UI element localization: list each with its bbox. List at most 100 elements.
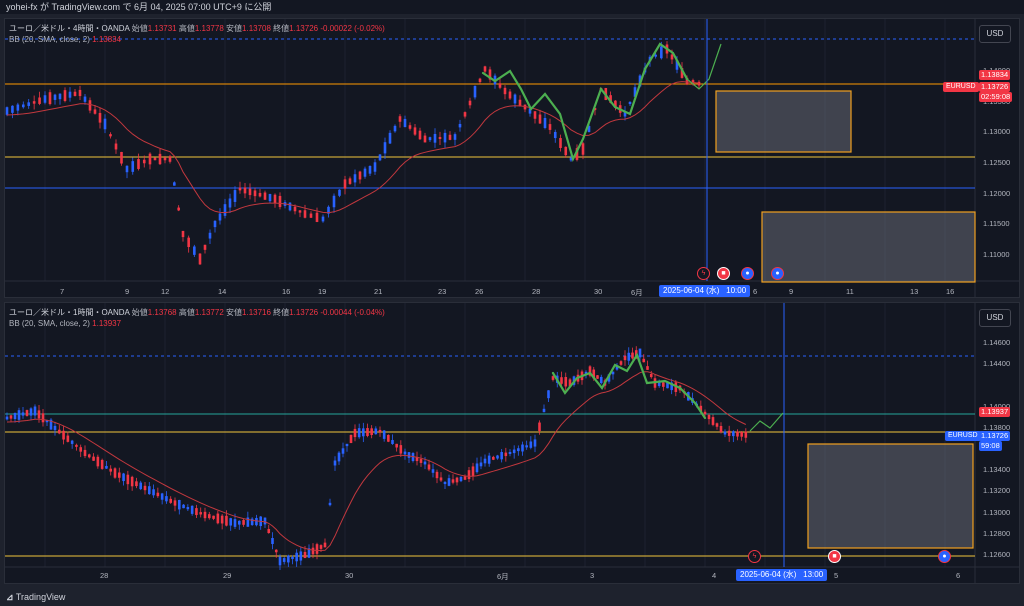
candle	[349, 434, 353, 444]
chart-pane-4h[interactable]: ユーロ／米ドル・4時間・OANDA 始値1.13731 高値1.13778 安値…	[4, 18, 1020, 298]
time-axis-label: 23	[438, 287, 447, 296]
candle	[388, 130, 392, 145]
time-axis-label: 28	[532, 287, 541, 296]
globe-event-icon[interactable]: ●	[938, 550, 951, 563]
time-axis-label: 4	[712, 571, 717, 580]
lightning-event-icon[interactable]: ϟ	[697, 267, 710, 280]
candle	[253, 187, 257, 203]
us-flag-event-icon[interactable]: ■	[717, 267, 730, 280]
globe-flag-event-icon[interactable]: ●	[771, 267, 784, 280]
time-axis-label: 9	[125, 287, 130, 296]
wave-drawing[interactable]	[551, 352, 707, 420]
candle	[341, 442, 345, 458]
candle	[538, 109, 542, 125]
lightning-event-icon[interactable]: ϟ	[748, 550, 761, 563]
candle	[448, 131, 452, 141]
price-axis-label: 1.14600	[983, 338, 1011, 347]
candle	[212, 515, 215, 521]
time-axis-label: 29	[223, 571, 232, 580]
candle	[529, 436, 533, 450]
bb-legend-1h[interactable]: BB (20, SMA, close, 2) 1.13937	[9, 319, 121, 328]
candle	[38, 91, 41, 106]
price-axis-label: 1.12000	[983, 189, 1011, 198]
forecast-drawing[interactable]	[686, 43, 722, 90]
us-flag-event-icon[interactable]: ■	[828, 550, 841, 563]
candle	[142, 155, 146, 168]
candle	[353, 424, 357, 442]
candle	[399, 440, 403, 457]
candle	[333, 456, 337, 471]
currency-button[interactable]: USD	[979, 25, 1011, 43]
candle	[87, 453, 91, 459]
candle	[408, 122, 412, 131]
price-axis-label: 1.13400	[983, 465, 1011, 474]
candle	[153, 157, 157, 161]
candle	[168, 154, 172, 164]
candle	[96, 454, 100, 469]
candle	[439, 472, 443, 482]
time-axis-label: 16	[946, 287, 955, 296]
candle	[195, 504, 198, 518]
candle	[719, 422, 723, 434]
time-axis-label: 12	[161, 287, 170, 296]
last-price-tag: 1.13726	[979, 82, 1011, 92]
countdown-tag: 59:08	[979, 441, 1002, 451]
ohlc-legend-1h: ユーロ／米ドル・1時間・OANDA 始値1.13768 高値1.13772 安値…	[9, 308, 385, 317]
currency-button[interactable]: USD	[979, 309, 1011, 327]
candle	[29, 407, 33, 421]
candle	[41, 408, 45, 427]
globe-event-icon[interactable]: ●	[741, 267, 754, 280]
candle	[564, 372, 568, 393]
candle	[114, 139, 118, 154]
candle	[443, 129, 447, 148]
candle	[431, 463, 435, 478]
candle	[411, 452, 415, 463]
crosshair-time-tag: 2025-06-04 (水) 10:00	[659, 285, 751, 297]
price-chart-1h[interactable]	[5, 303, 1020, 584]
candle	[508, 89, 512, 100]
candle	[443, 480, 447, 490]
candle	[736, 429, 739, 441]
candle	[177, 205, 180, 212]
candle	[374, 426, 378, 435]
candle	[303, 204, 307, 219]
forecast-drawing[interactable]	[749, 412, 784, 432]
candle	[423, 132, 427, 143]
candle	[398, 114, 402, 128]
candle	[451, 474, 455, 485]
candle	[711, 414, 715, 427]
candle	[391, 434, 394, 445]
candle	[551, 375, 555, 382]
candle	[173, 497, 177, 512]
candle	[614, 100, 617, 111]
candle	[218, 208, 222, 225]
candle	[475, 457, 479, 474]
candle	[100, 458, 104, 470]
candle	[715, 422, 719, 430]
candle	[646, 360, 649, 370]
candle	[337, 451, 341, 465]
candle	[53, 93, 57, 105]
candle	[78, 85, 82, 100]
candle	[83, 93, 87, 105]
candle	[181, 230, 185, 242]
candle	[182, 503, 185, 509]
candle	[366, 423, 369, 438]
candle	[70, 439, 74, 449]
bb-legend-4h[interactable]: BB (20, SMA, close, 2) 1.13834	[9, 35, 121, 44]
price-chart-4h[interactable]	[5, 19, 1020, 298]
candle	[73, 89, 77, 97]
time-axis-label: 6月	[497, 572, 509, 581]
chart-pane-1h[interactable]: ユーロ／米ドル・1時間・OANDA 始値1.13768 高値1.13772 安値…	[4, 302, 1020, 584]
candle	[160, 492, 164, 505]
candle	[473, 85, 477, 100]
wave-drawing[interactable]	[481, 42, 689, 163]
candle	[498, 78, 502, 90]
candle	[33, 404, 37, 420]
candle	[373, 159, 377, 175]
candle	[130, 475, 134, 491]
candle	[383, 137, 387, 159]
candle	[395, 443, 398, 452]
price-axis-label: 1.12500	[983, 158, 1011, 167]
candle	[278, 192, 282, 210]
